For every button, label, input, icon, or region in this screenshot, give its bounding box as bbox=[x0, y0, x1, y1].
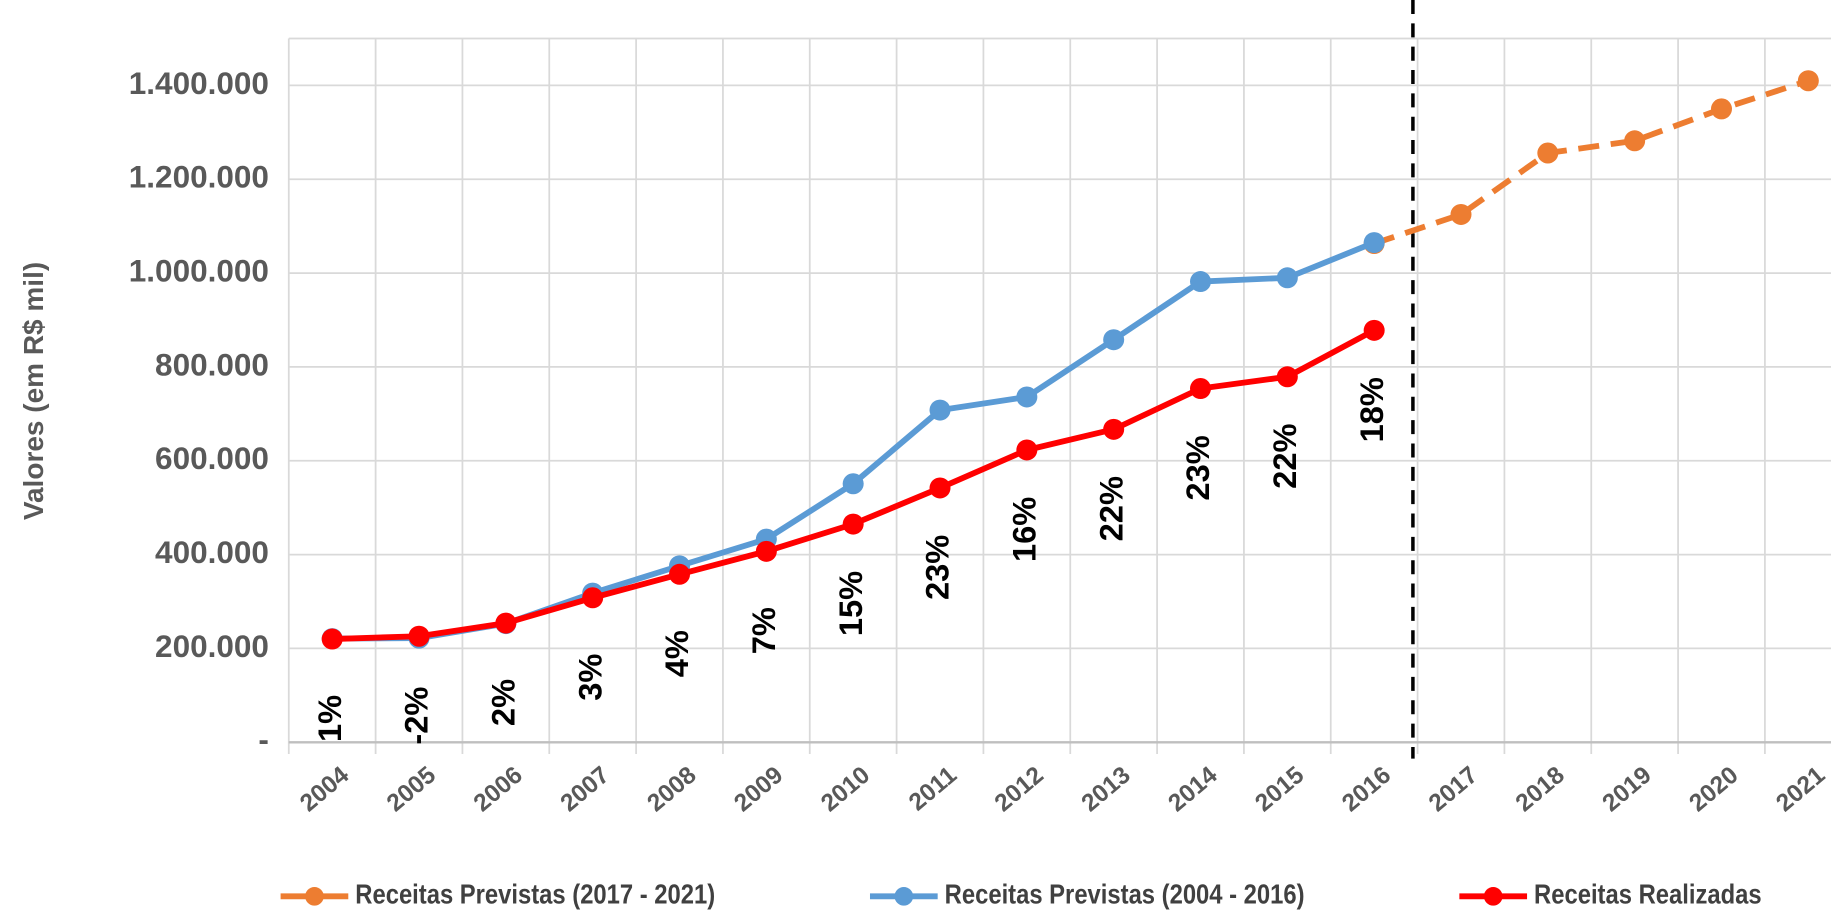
x-tick-label: 2005 bbox=[382, 761, 441, 817]
series-marker bbox=[1276, 267, 1298, 289]
x-tick-label: 2008 bbox=[642, 761, 701, 817]
x-tick-label: 2004 bbox=[295, 761, 354, 817]
series-marker bbox=[495, 612, 517, 634]
series-marker bbox=[842, 473, 864, 495]
legend-swatch bbox=[894, 886, 914, 906]
growth-label: 1% bbox=[311, 695, 348, 742]
legend-label: Receitas Previstas (2004 - 2016) bbox=[945, 878, 1305, 910]
series-marker bbox=[1103, 329, 1125, 351]
x-tick-label: 2014 bbox=[1163, 761, 1222, 817]
series-marker bbox=[1103, 418, 1125, 440]
growth-label: 3% bbox=[571, 654, 608, 701]
legend-label: Receitas Realizadas bbox=[1534, 878, 1762, 910]
series-marker bbox=[669, 563, 691, 585]
x-tick-label: 2019 bbox=[1598, 761, 1657, 817]
x-tick-label: 2009 bbox=[729, 761, 788, 817]
growth-label: 15% bbox=[832, 571, 869, 636]
x-tick-label: 2020 bbox=[1684, 761, 1743, 817]
growth-label: 23% bbox=[1179, 435, 1216, 500]
series-marker bbox=[408, 625, 430, 647]
y-tick-label: 1.000.000 bbox=[129, 252, 269, 288]
series-marker bbox=[1450, 203, 1472, 225]
x-tick-label: 2010 bbox=[816, 761, 875, 817]
series-line bbox=[1373, 77, 1810, 247]
y-tick-label: 400.000 bbox=[155, 534, 269, 570]
series-marker bbox=[1276, 366, 1298, 388]
x-tick-label: 2011 bbox=[904, 761, 962, 816]
series-marker bbox=[929, 399, 951, 421]
series-marker bbox=[1363, 232, 1385, 254]
x-tick-label: 2018 bbox=[1511, 761, 1570, 817]
x-tick-label: 2016 bbox=[1337, 761, 1396, 817]
x-tick-label: 2017 bbox=[1424, 761, 1483, 817]
growth-label: 7% bbox=[745, 607, 782, 654]
x-tick-label: 2006 bbox=[469, 761, 528, 817]
growth-label: 18% bbox=[1353, 377, 1390, 442]
y-tick-label: 1.400.000 bbox=[129, 65, 269, 101]
x-tick-label: 2012 bbox=[990, 761, 1049, 817]
series-marker bbox=[842, 513, 864, 535]
y-tick-label: 1.200.000 bbox=[129, 159, 269, 195]
series-marker bbox=[929, 477, 951, 499]
x-tick-label: 2013 bbox=[1077, 761, 1136, 817]
growth-label: 23% bbox=[919, 535, 956, 600]
series-marker bbox=[1363, 319, 1385, 341]
series-marker bbox=[1016, 386, 1038, 408]
x-tick-label: 2021 bbox=[1771, 761, 1830, 817]
x-tick-label: 2015 bbox=[1250, 761, 1309, 817]
legend-swatch bbox=[305, 886, 324, 906]
y-tick-label: - bbox=[258, 722, 269, 758]
series-marker bbox=[1797, 70, 1819, 92]
growth-label: 16% bbox=[1005, 497, 1042, 562]
legend-label: Receitas Previstas (2017 - 2021) bbox=[355, 878, 715, 910]
growth-label: 22% bbox=[1092, 476, 1129, 541]
series-marker bbox=[321, 628, 343, 650]
growth-label: 2% bbox=[484, 679, 521, 726]
series-marker bbox=[1016, 439, 1038, 461]
legend-swatch bbox=[1483, 886, 1503, 906]
series-marker bbox=[1190, 271, 1212, 293]
series-marker bbox=[1190, 378, 1212, 400]
series-marker bbox=[1537, 142, 1559, 164]
y-axis-label: Valores (em R$ mil) bbox=[18, 262, 49, 520]
series-marker bbox=[1624, 130, 1646, 152]
growth-label: 4% bbox=[658, 630, 695, 677]
y-tick-label: 200.000 bbox=[155, 628, 269, 664]
x-tick-label: 2007 bbox=[556, 761, 615, 817]
growth-label: -2% bbox=[398, 687, 435, 745]
series-marker bbox=[1710, 98, 1732, 120]
y-tick-label: 800.000 bbox=[155, 346, 269, 382]
series-marker bbox=[755, 540, 777, 562]
y-tick-label: 600.000 bbox=[155, 440, 269, 476]
series-marker bbox=[582, 587, 604, 609]
growth-label: 22% bbox=[1266, 423, 1303, 488]
